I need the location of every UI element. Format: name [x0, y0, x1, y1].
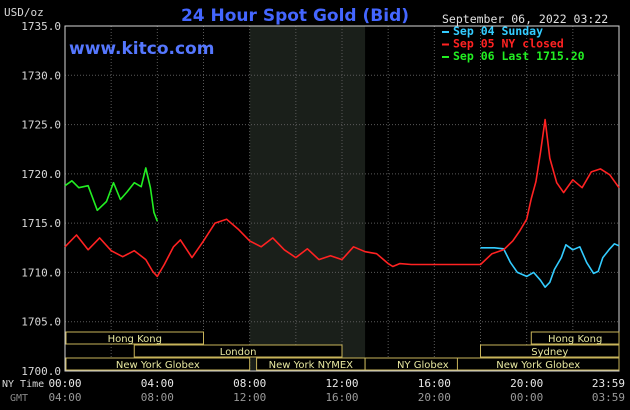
chart-title: 24 Hour Spot Gold (Bid): [181, 6, 409, 26]
session-label: Hong Kong: [548, 334, 602, 345]
x-tick-label-gmt: 03:59: [592, 391, 625, 404]
x-tick-label-ny: 08:00: [233, 377, 266, 390]
series-line: [64, 118, 620, 278]
y-axis-units-label: USD/oz: [4, 6, 44, 19]
series-line: [64, 167, 159, 222]
x-tick-label-gmt: 04:00: [48, 391, 81, 404]
x-tick-label-ny: 20:00: [510, 377, 543, 390]
y-tick-label: 1705.0: [21, 316, 61, 329]
x-tick-label-gmt: 00:00: [510, 391, 543, 404]
timestamp: September 06, 2022 03:22: [442, 12, 608, 26]
ny-time-row-label: NY Time: [2, 379, 44, 390]
y-axis-ticks: 1700.0 1705.0 1710.0 1715.0 1720.0 1725.0 1730…: [21, 20, 61, 378]
y-tick-label: 1700.0: [21, 365, 61, 378]
gmt-row-label: GMT: [10, 393, 28, 404]
y-tick-label: 1715.0: [21, 217, 61, 230]
x-tick-label-gmt: 12:00: [233, 391, 266, 404]
x-tick-label-ny: 00:00: [48, 377, 81, 390]
session-label: Hong Kong: [108, 334, 162, 345]
session-label: London: [220, 347, 257, 358]
x-tick-label-ny: 23:59: [592, 377, 625, 390]
website-label: www.kitco.com: [69, 39, 214, 59]
session-box: [456, 357, 620, 371]
y-tick-label: 1710.0: [21, 266, 61, 279]
series-line: [480, 243, 620, 289]
price-series: [64, 118, 620, 289]
legend-label: Sep 06 Last 1715.20: [453, 49, 585, 63]
x-tick-label-gmt: 08:00: [141, 391, 174, 404]
legend-label: Sep 04 Sunday: [453, 24, 543, 38]
session-box: [480, 344, 620, 358]
y-tick-label: 1725.0: [21, 119, 61, 132]
x-tick-label-gmt: 20:00: [418, 391, 451, 404]
x-axis-time-rows: NY TimeGMT00:0004:0004:0008:0008:0012:00…: [2, 377, 625, 404]
session-label: New York Globex: [496, 360, 580, 371]
session-box: [65, 331, 204, 345]
market-sessions: Hong Kong London New York Globex New York N…: [65, 331, 620, 371]
y-tick-label: 1730.0: [21, 69, 61, 82]
session-label: Sydney: [531, 347, 568, 358]
y-tick-label: 1720.0: [21, 168, 61, 181]
session-box: [530, 331, 620, 345]
legend-label: Sep 05 NY closed: [453, 37, 564, 51]
x-tick-label-ny: 16:00: [418, 377, 451, 390]
session-label: New York Globex: [116, 360, 200, 371]
x-tick-label-ny: 12:00: [325, 377, 358, 390]
session-label: New York NYMEX: [269, 360, 354, 371]
x-tick-label-ny: 04:00: [141, 377, 174, 390]
x-tick-label-gmt: 16:00: [325, 391, 358, 404]
session-box: [133, 344, 343, 358]
session-label: NY Globex: [397, 360, 449, 371]
plot-frame: [64, 25, 620, 372]
session-box: [65, 357, 251, 371]
nymex-session-shading: [249, 26, 366, 371]
y-tick-label: 1735.0: [21, 20, 61, 33]
